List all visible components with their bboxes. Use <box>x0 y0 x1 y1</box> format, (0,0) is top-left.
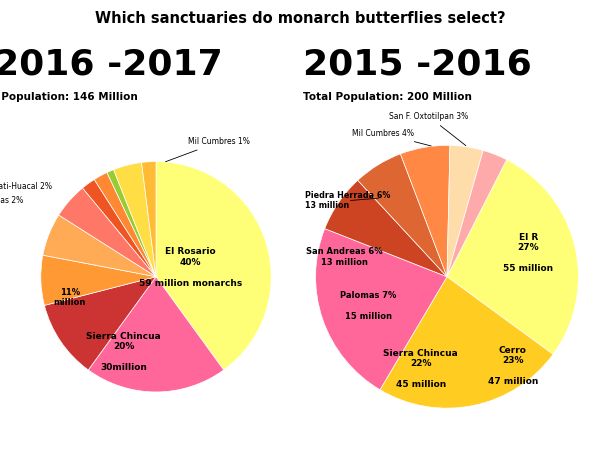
Wedge shape <box>94 172 156 277</box>
Wedge shape <box>358 154 447 277</box>
Wedge shape <box>156 162 271 370</box>
Text: Chincati-Huacal 2%: Chincati-Huacal 2% <box>0 182 52 191</box>
Text: 2016 -2017: 2016 -2017 <box>0 47 223 81</box>
Text: 11%
million: 11% million <box>53 288 86 307</box>
Text: San Andreas 6%
13 million: San Andreas 6% 13 million <box>306 248 383 267</box>
Text: Mil Cumbres 1%: Mil Cumbres 1% <box>166 137 250 162</box>
Text: El Rosario
40%

59 million monarchs: El Rosario 40% 59 million monarchs <box>139 248 242 288</box>
Text: Sierra Chincua
20%

30million: Sierra Chincua 20% 30million <box>86 332 161 372</box>
Wedge shape <box>316 229 447 390</box>
Text: Cerro
23%

47 million: Cerro 23% 47 million <box>488 346 538 386</box>
Wedge shape <box>325 180 447 277</box>
Text: Which sanctuaries do monarch butterflies select?: Which sanctuaries do monarch butterflies… <box>95 11 505 26</box>
Wedge shape <box>400 145 450 277</box>
Text: Sierra Chincua
22%

45 million: Sierra Chincua 22% 45 million <box>383 349 458 389</box>
Text: San F. Oxtotilpan 3%: San F. Oxtotilpan 3% <box>389 112 469 146</box>
Wedge shape <box>447 160 578 354</box>
Wedge shape <box>447 150 506 277</box>
Wedge shape <box>41 255 156 306</box>
Text: El R
27%

55 million: El R 27% 55 million <box>503 233 554 273</box>
Wedge shape <box>59 188 156 277</box>
Wedge shape <box>43 215 156 277</box>
Wedge shape <box>142 162 156 277</box>
Wedge shape <box>88 277 224 392</box>
Text: Palomas 7%

15 million: Palomas 7% 15 million <box>340 291 397 320</box>
Wedge shape <box>107 170 156 277</box>
Text: Palomas 2%: Palomas 2% <box>0 196 23 205</box>
Text: l Population: 146 Million: l Population: 146 Million <box>0 92 138 102</box>
Wedge shape <box>113 162 156 277</box>
Text: Total Population: 200 Million: Total Population: 200 Million <box>303 92 472 102</box>
Text: Mil Cumbres 4%: Mil Cumbres 4% <box>352 129 431 146</box>
Wedge shape <box>447 145 483 277</box>
Text: 2015 -2016: 2015 -2016 <box>303 47 532 81</box>
Wedge shape <box>83 180 156 277</box>
Wedge shape <box>380 277 553 408</box>
Text: Piedra Herrada 6%
13 million: Piedra Herrada 6% 13 million <box>305 191 391 211</box>
Wedge shape <box>44 277 156 370</box>
